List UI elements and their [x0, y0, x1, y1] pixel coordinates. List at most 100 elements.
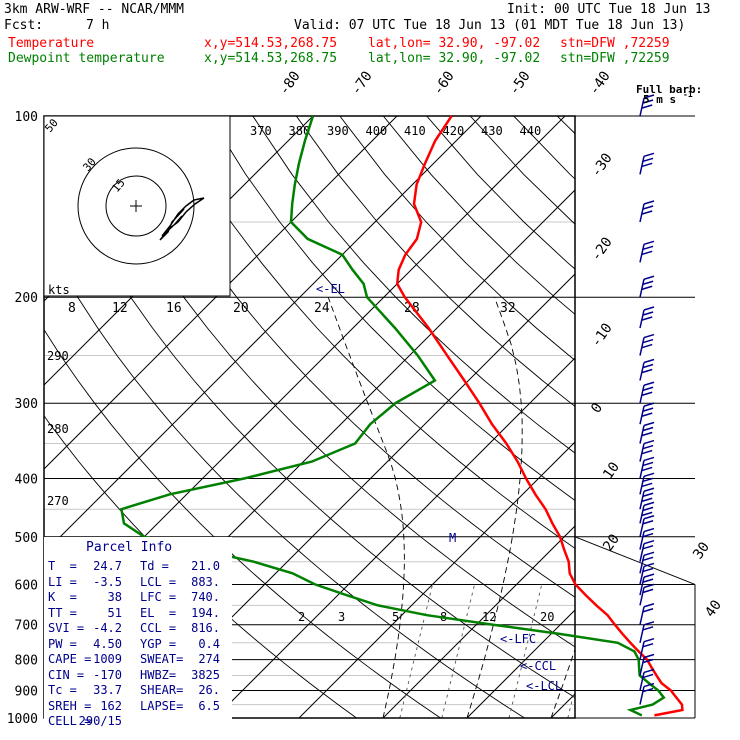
parcel-info-cell: LFC =	[140, 590, 177, 604]
wind-barb-flag	[643, 381, 655, 386]
wind-barb-staff	[639, 641, 645, 660]
parcel-info-cell: -4.2	[93, 621, 122, 635]
dry-adiabat	[382, 116, 575, 315]
wind-barb-flag	[642, 642, 654, 648]
wind-barb-flag	[641, 482, 653, 488]
wind-barb-flag	[642, 444, 654, 450]
parcel-info-cell: 38	[107, 590, 122, 604]
legend-dewpoint-loc: x,y=514.53,268.75	[204, 51, 338, 66]
parcel-info-cell: T =	[48, 559, 77, 573]
hodograph-tick-label: 20	[233, 301, 249, 316]
pressure-tick-label: 200	[15, 291, 38, 306]
wind-barb-staff	[639, 518, 645, 537]
wind-barb-flag	[642, 363, 654, 369]
moist-adiabat	[550, 648, 575, 718]
wind-barb-staff	[639, 244, 645, 263]
theta-label: 380	[289, 124, 311, 138]
wind-barb-staff	[639, 405, 645, 425]
parcel-info-cell: 51	[107, 605, 122, 620]
wind-barb-flag	[643, 456, 655, 462]
wind-barb-flag	[643, 527, 655, 533]
wind-barb	[639, 583, 655, 606]
temp-tick-label: -50	[506, 68, 534, 98]
temperature-line	[395, 115, 684, 717]
mixing-ratio-line	[508, 584, 543, 718]
dry-adiabat	[731, 116, 740, 718]
parcel-info-cell: CCL =	[140, 621, 177, 635]
wind-key-exp: -1	[683, 90, 693, 99]
mixing-ratio-line	[441, 584, 475, 718]
wind-barb	[639, 94, 655, 117]
parcel-info-cell: 1009	[93, 652, 122, 666]
dry-adiabat	[44, 236, 525, 718]
wind-barb	[639, 200, 655, 223]
wind-barb-flag	[642, 338, 654, 344]
pressure-tick-label: 300	[15, 397, 38, 412]
wind-barb-staff	[639, 566, 645, 585]
temp-tick-label: 10	[600, 459, 623, 482]
wind-barb-staff	[639, 686, 645, 705]
temp-tick-label: 30	[690, 539, 713, 562]
parcel-info-cell: CELL =	[48, 714, 92, 728]
wind-barb	[639, 306, 655, 329]
legend-dewpoint-latlon: lat,lon= 32.90, -97.02	[368, 51, 541, 66]
mixing-ratio-label: 3	[338, 610, 345, 624]
wind-barb-staff	[639, 505, 645, 524]
wind-barb-flag	[642, 520, 654, 525]
wind-barb	[639, 333, 655, 356]
wind-barb-flag	[643, 358, 655, 364]
isotherm	[214, 357, 575, 718]
lcl-marker: <-LCL	[526, 679, 562, 693]
wind-barb-staff	[639, 672, 645, 691]
parcel-info-cell: SREH =	[48, 698, 92, 713]
wind-barb-flag	[641, 104, 653, 109]
parcel-info-box: Parcel Info T = 24.7 Td = 21.0 LI = -3.5 LCL =…	[44, 537, 232, 728]
wind-barb	[639, 275, 655, 298]
temp-tick-label: -60	[430, 68, 458, 98]
parcel-info-cell: SWEAT=	[140, 652, 184, 666]
wind-barb-flag	[641, 466, 653, 472]
temp-tick-label: 40	[702, 597, 725, 620]
wind-barb-flag	[643, 603, 655, 608]
wind-barb-flag	[641, 343, 653, 349]
wind-barb-flag	[642, 311, 654, 316]
wind-barb-flag	[643, 621, 655, 626]
wind-barb-flag	[642, 687, 654, 693]
wind-barb-flag	[643, 240, 655, 246]
parcel-info-cell: Tc =	[48, 683, 77, 697]
parcel-info-cell: EL =	[140, 605, 177, 620]
wind-barb-flag	[642, 673, 654, 679]
wind-barb-flag	[641, 449, 653, 455]
wind-barb	[639, 539, 655, 562]
dry-adiabat	[601, 116, 740, 718]
legend-dewpoint-stn: stn=DFW ,72259	[560, 51, 670, 66]
parcel-info-cell: SVI =	[48, 621, 85, 635]
hodograph-tick-label: 24	[314, 301, 330, 316]
theta-label: 440	[520, 124, 542, 138]
ccl-marker: <-CCL	[520, 659, 556, 673]
parcel-info-cell: 274	[198, 652, 220, 666]
wind-barb-flag	[641, 316, 653, 321]
wind-barb	[639, 682, 655, 705]
dry-adiabat	[44, 328, 441, 718]
wind-barb-staff	[639, 203, 645, 223]
parcel-info-cell: 24.7	[93, 559, 122, 573]
header-model: 3km ARW-WRF -- NCAR/MMM	[4, 2, 185, 17]
theta-label: 370	[250, 124, 272, 138]
wind-key-value: 5 m s	[643, 93, 676, 106]
header-init: Init: 00 UTC Tue 18 Jun 13	[507, 2, 711, 17]
mixing-ratio-label: 5	[392, 610, 399, 624]
parcel-info-cell: 0.4	[198, 636, 220, 651]
header-fcst-value: 7 h	[86, 18, 110, 33]
wind-barb	[639, 653, 655, 676]
wind-barb	[639, 487, 655, 510]
wind-barb-flag	[643, 501, 655, 507]
moist-adiabat	[466, 297, 523, 718]
wind-barb-flag	[642, 506, 654, 512]
pressure-tick-label: 700	[15, 619, 38, 634]
dry-adiabat	[44, 135, 575, 699]
header-fcst-label: Fcst:	[4, 18, 44, 33]
wind-barb-staff	[639, 460, 645, 479]
theta-e-label: 270	[47, 494, 69, 508]
